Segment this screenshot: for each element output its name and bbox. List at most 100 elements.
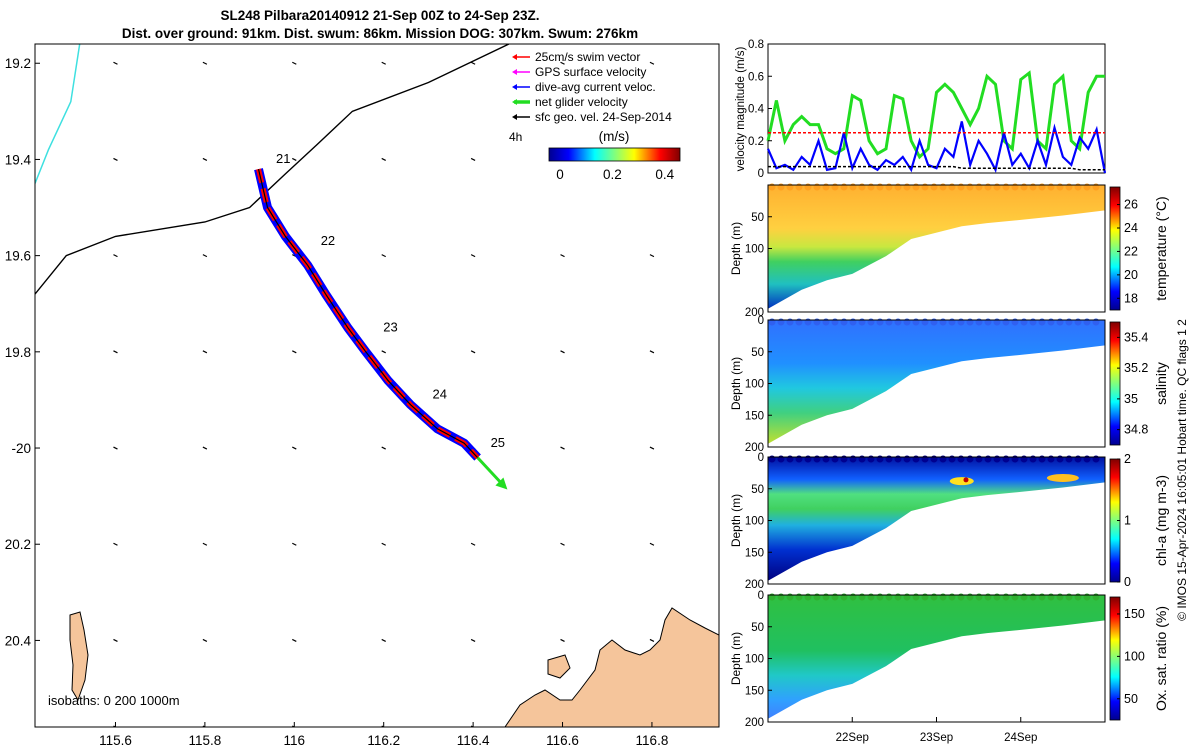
depth-tick-label: 0 <box>758 315 764 327</box>
colorbar-tick-label: 24 <box>1124 221 1138 235</box>
section-panel-salinity: 200 150 100 50 0 Depth (m) 34.8 35 35.2 35.4 salin… <box>729 315 1169 454</box>
colorbar-tick-label: 1 <box>1124 514 1131 528</box>
depth-tick-label: 50 <box>751 347 764 359</box>
velocity-series <box>766 70 1107 174</box>
lat-tick-label: -20 <box>11 441 31 456</box>
depth-tick-label: 100 <box>745 379 764 391</box>
geostrophic-vector <box>381 542 386 546</box>
geostrophic-vector <box>292 446 297 450</box>
land-island-southeast <box>547 654 571 679</box>
geostrophic-vector <box>649 350 655 354</box>
geostrophic-vector <box>202 61 208 65</box>
colorbar-label: chl-a (mg m-3) <box>1153 475 1169 566</box>
section-panel-temperature: 200 100 50 Depth (m) 18 20 22 24 26 temperature (… <box>729 183 1169 319</box>
colorbar-gradient <box>548 147 681 162</box>
geostrophic-vector <box>649 638 655 642</box>
depth-tick-label: 0 <box>758 590 764 602</box>
colorbar-tick-label: 100 <box>1124 649 1145 663</box>
map-latitude-ticks: 19.2 19.4 19.6 19.8 -20 20.2 20.4 <box>5 56 40 648</box>
land-island-southwest <box>69 611 89 702</box>
land-coast-south <box>504 607 719 727</box>
legend-arrowhead <box>512 54 517 60</box>
colorbar-corner-label: 4h <box>509 130 522 144</box>
chl-max-patch <box>1046 473 1079 482</box>
geostrophic-vector <box>560 446 565 450</box>
geostrophic-vector <box>202 725 207 727</box>
colorbar-tick-label: 22 <box>1124 244 1138 258</box>
geostrophic-vector <box>292 638 297 642</box>
depth-axis-label: Depth (m) <box>729 632 743 685</box>
lon-tick-label: 116.8 <box>636 733 669 748</box>
net-glider-velocity-arrowhead <box>495 477 508 490</box>
geostrophic-vector <box>292 350 297 354</box>
geostrophic-vector <box>560 61 565 65</box>
colorbar-tick-label: 0.2 <box>603 167 622 182</box>
geostrophic-vector <box>470 157 476 161</box>
velocity-yticks: 0 0.2 0.4 0.6 0.8 <box>748 39 772 180</box>
geostrophic-vector <box>113 61 118 65</box>
speed-colorbar: 4h (m/s) 0 0.2 0.4 <box>509 129 681 182</box>
depth-tick-label: 200 <box>745 307 764 319</box>
time-tick-label: 24Sep <box>1004 732 1037 744</box>
geostrophic-vector <box>381 254 386 258</box>
legend-label: sfc geo. vel. 24-Sep-2014 <box>535 110 672 124</box>
depth-tick-label: 200 <box>745 442 764 454</box>
colorbar-tick-label: 35.2 <box>1124 361 1148 375</box>
lon-tick-label: 116.4 <box>457 733 490 748</box>
geostrophic-vector <box>113 446 118 450</box>
colorbar-tick-label: 150 <box>1124 607 1145 621</box>
geostrophic-vector <box>381 725 386 727</box>
geostrophic-vector <box>381 446 386 450</box>
geostrophic-vector <box>381 157 386 161</box>
geostrophic-vector <box>113 638 118 642</box>
colorbar-tick-label: 26 <box>1124 198 1138 212</box>
velocity-series-line <box>766 70 1105 160</box>
chl-max-patch <box>949 477 974 486</box>
velocity-series-line <box>768 165 1105 171</box>
lat-tick-label: 19.8 <box>5 345 31 360</box>
day-label: 22 <box>321 233 335 248</box>
lat-tick-label: 19.4 <box>5 152 32 167</box>
depth-tick-label: 0 <box>758 452 764 464</box>
geostrophic-vector <box>202 542 208 546</box>
figure-title-line2: Dist. over ground: 91km. Dist. swum: 86k… <box>121 26 639 41</box>
geostrophic-vector <box>113 157 118 161</box>
legend-label: dive-avg current veloc. <box>535 80 656 94</box>
track-line <box>257 168 479 459</box>
geostrophic-vector <box>470 350 476 354</box>
colorbar-unit: (m/s) <box>599 129 630 144</box>
geostrophic-vector <box>202 638 208 642</box>
isobath-200m <box>35 44 510 295</box>
map-longitude-ticks: 115.6 115.8 116 116.2 116.4 116.6 116.8 <box>99 722 668 748</box>
legend-label: 25cm/s swim vector <box>535 50 640 64</box>
colorbar-tick-label: 35.4 <box>1124 330 1148 344</box>
day-label: 25 <box>491 435 505 450</box>
section-field <box>768 595 1105 719</box>
geostrophic-vector <box>113 725 117 727</box>
day-label: 24 <box>432 387 446 402</box>
geostrophic-vector <box>470 725 475 727</box>
velocity-ylabel: velocity magnitude (m/s) <box>735 47 747 172</box>
depth-tick-label: 200 <box>745 579 764 591</box>
geostrophic-vector <box>560 350 565 354</box>
geostrophic-vector <box>649 446 655 450</box>
colorbar-label: Ox. sat. ratio (%) <box>1153 606 1169 711</box>
depth-tick-label: 150 <box>745 685 764 697</box>
geostrophic-vector <box>292 157 297 161</box>
isobath-label: isobaths: 0 200 1000m <box>48 693 180 708</box>
time-tick-label: 23Sep <box>920 732 953 744</box>
colorbar-tick-label: 20 <box>1124 268 1138 282</box>
geostrophic-vector <box>649 254 655 258</box>
geostrophic-vector <box>381 350 386 354</box>
geostrophic-vector <box>113 542 118 546</box>
geostrophic-vector <box>381 61 386 65</box>
geostrophic-vector <box>470 542 476 546</box>
colorbar-tick-label: 0 <box>556 167 564 182</box>
depth-tick-label: 50 <box>751 484 764 496</box>
colorbar-ticks: 0 0.2 0.4 <box>556 167 674 182</box>
lat-tick-label: 19.2 <box>5 56 31 71</box>
depth-tick-label: 150 <box>745 410 764 422</box>
legend-arrowhead <box>512 69 517 75</box>
depth-tick-label: 50 <box>751 212 764 224</box>
